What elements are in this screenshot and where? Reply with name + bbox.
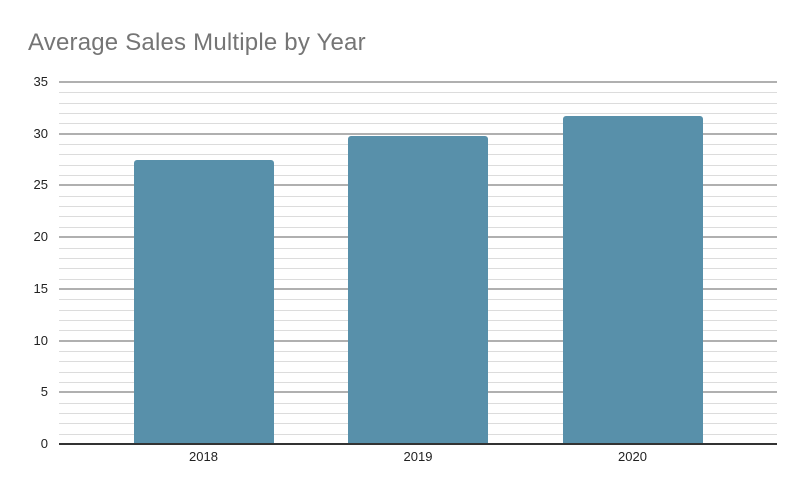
y-tick-label-35: 35 bbox=[33, 74, 48, 89]
y-tick-label-20: 20 bbox=[33, 229, 48, 245]
bar-2018 bbox=[133, 159, 274, 444]
x-tick-label-2020: 2020 bbox=[618, 449, 647, 464]
minor-gridline bbox=[59, 113, 777, 115]
major-gridline bbox=[59, 132, 777, 135]
plot-area bbox=[59, 81, 777, 445]
y-tick-label-30: 30 bbox=[33, 125, 48, 141]
bar-2020 bbox=[562, 116, 703, 444]
x-axis-labels: 2018 2019 2020 bbox=[59, 449, 777, 467]
y-tick-label-0: 0 bbox=[40, 436, 48, 451]
bars-container bbox=[59, 82, 777, 444]
chart-title: Average Sales Multiple by Year bbox=[28, 29, 366, 56]
x-axis-line bbox=[59, 443, 777, 445]
y-tick-label-15: 15 bbox=[33, 280, 48, 296]
x-tick-label-2019: 2019 bbox=[403, 449, 433, 464]
y-tick-label-10: 10 bbox=[33, 332, 48, 348]
minor-gridline bbox=[59, 92, 777, 94]
y-tick-label-25: 25 bbox=[33, 177, 48, 193]
minor-gridline bbox=[59, 102, 777, 104]
x-tick-label-2018: 2018 bbox=[189, 449, 218, 464]
minor-gridline bbox=[59, 123, 777, 125]
bar-2019 bbox=[348, 135, 488, 444]
y-tick-label-5: 5 bbox=[40, 384, 48, 400]
major-gridline bbox=[59, 81, 777, 83]
y-axis-labels: 0 5 10 15 20 25 30 35 bbox=[0, 74, 48, 451]
